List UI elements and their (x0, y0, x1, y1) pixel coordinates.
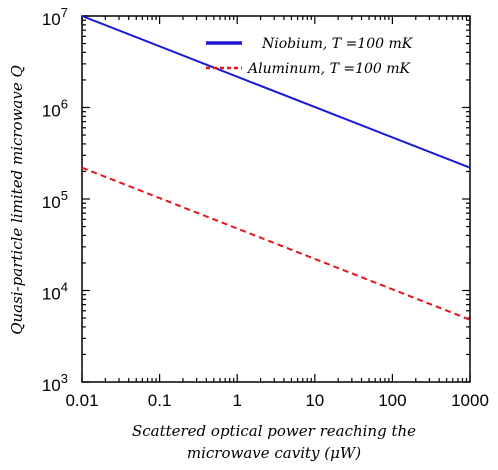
y-tick-label: 107 (42, 5, 68, 29)
x-axis-title-line-1: Scattered optical power reaching the (132, 422, 416, 440)
x-tick-label: 1000 (451, 391, 489, 410)
y-tick-label: 106 (42, 97, 68, 121)
x-tick-label: 0.01 (65, 391, 98, 410)
x-tick-label: 1 (232, 391, 241, 410)
y-tick-label: 103 (42, 371, 68, 395)
axis-ticks (81, 15, 471, 383)
x-tick-label: 0.1 (148, 391, 172, 410)
x-axis-title-line-2: microwave cavity (μW) (187, 444, 361, 462)
x-tick-label: 10 (305, 391, 324, 410)
series-line-niobium (81, 15, 471, 169)
y-tick-labels: 103 104 105 106 107 (42, 5, 68, 395)
y-axis-title: Quasi-particle limited microwave Q (8, 65, 26, 335)
series-lines (81, 15, 471, 321)
legend: Niobium, T =100 mK Aluminum, T =100 mK (206, 36, 414, 77)
legend-label-niobium: Niobium, T =100 mK (261, 36, 414, 52)
legend-label-aluminum: Aluminum, T =100 mK (246, 61, 412, 77)
series-line-aluminum (81, 166, 471, 321)
y-tick-label: 105 (42, 188, 68, 212)
x-tick-labels: 0.01 0.1 1 10 100 1000 (65, 391, 488, 410)
x-tick-label: 100 (378, 391, 406, 410)
y-tick-label: 104 (42, 280, 68, 304)
